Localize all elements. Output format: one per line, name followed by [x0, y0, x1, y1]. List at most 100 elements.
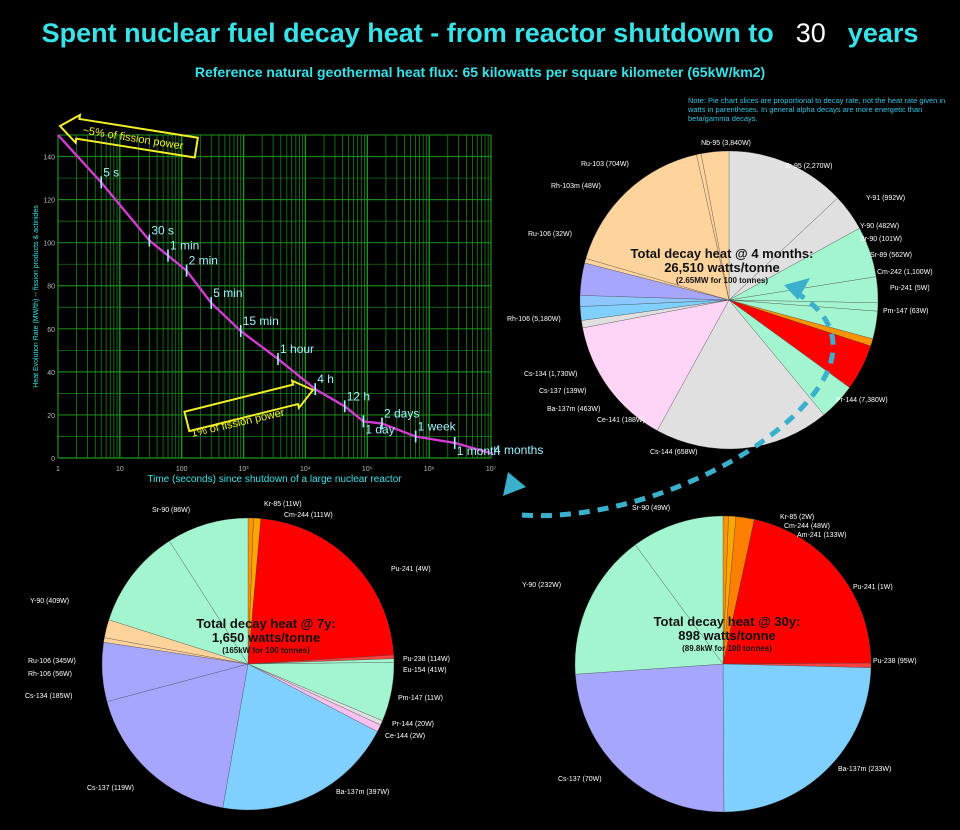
x-tick-label: 10³	[239, 466, 250, 473]
pie-slice-label: Ba-137m (397W)	[336, 789, 389, 796]
page-title: Spent nuclear fuel decay heat - from rea…	[0, 18, 960, 49]
milestone-label: 15 min	[243, 314, 279, 328]
pie-slice-label: Cs-137 (70W)	[558, 776, 602, 783]
pie-slice-label: Cs-137 (139W)	[539, 388, 586, 395]
pie-slice	[635, 515, 724, 665]
x-tick-label: 10⁷	[486, 466, 497, 473]
milestone-label: 30 s	[151, 224, 174, 238]
pie-slice	[657, 299, 825, 450]
milestone-marker: 5 s	[100, 165, 119, 189]
milestone-marker: 1 month	[453, 436, 500, 458]
pie-slice-label: Rh-106 (5,180W)	[507, 316, 561, 323]
four-months-label: 4 months	[494, 443, 543, 457]
pie-slice-label: Nb-95 (3,840W)	[701, 140, 751, 147]
pie-slice-label: Pu-241 (1W)	[853, 584, 893, 591]
pie-slice	[728, 150, 838, 301]
pie-slice	[574, 544, 724, 675]
pie-slice	[106, 663, 249, 808]
dashed-arrow-head-bottom	[503, 472, 526, 496]
one-percent-annotation-arrow	[183, 379, 315, 433]
pie-slice	[169, 517, 249, 665]
y-tick-label: 100	[43, 241, 55, 248]
title-years-value: 30	[795, 18, 826, 48]
plot-area	[57, 134, 492, 459]
pie-slice	[582, 299, 730, 431]
pie-slice-label: Pu-241 (4W)	[391, 566, 431, 573]
decay-line-chart: 0 20 40 60 80 100 120 140 1 10 100 10³ 10⁴ 10⁵ 10⁶ 10⁷ T…	[33, 134, 500, 485]
pie-slice	[585, 154, 730, 301]
pie-center-value: 1,650 watts/tonne	[212, 630, 320, 645]
annotation-arrow-outline	[58, 113, 200, 159]
pie-slice-label: Y-91 (992W)	[866, 195, 905, 202]
pie-slice-label: Eu-154 (41W)	[403, 667, 447, 674]
pie-slice	[722, 663, 872, 813]
pie-slice-label: Y-90 (482W)	[860, 223, 899, 230]
milestone-label: 5 s	[103, 165, 119, 179]
milestone-marker: 12 h	[343, 389, 370, 413]
pie-slice-label: Am-241 (133W)	[797, 532, 846, 539]
pie-slice-label: Cm-244 (48W)	[784, 523, 830, 530]
milestone-marker: 2 days	[381, 407, 419, 430]
page-subtitle: Reference natural geothermal heat flux: …	[194, 64, 766, 80]
pie-center-title: Total decay heat @ 30y:	[654, 614, 801, 629]
pie-slice-label: Zr-95 (2,270W)	[785, 163, 832, 170]
pie-slice-label: Pu-238 (114W)	[403, 656, 450, 663]
pie-slice-label: Sr-90 (101W)	[860, 236, 902, 243]
pie-slice	[700, 150, 730, 301]
pie-slice-label: Sr-90 (49W)	[632, 505, 670, 512]
pie-slice-label: Rh-103m (48W)	[551, 183, 601, 190]
pie-slice	[575, 663, 725, 813]
milestone-marker: 1 min	[167, 239, 199, 262]
pie-slice-label: Cs-137 (119W)	[87, 785, 134, 792]
pie-chart-30y: Kr-85 (2W) Cm-244 (48W) Am-241 (133W) Pu-24…	[522, 505, 917, 813]
x-tick-label: 10⁴	[300, 466, 311, 473]
x-tick-label: 100	[176, 466, 188, 473]
pie-slice-label: Pu-241 (5W)	[890, 285, 930, 292]
pie-center-title: Total decay heat @ 7y:	[196, 616, 336, 631]
milestone-label: 5 min	[213, 286, 242, 300]
x-tick-label: 10	[116, 466, 124, 473]
y-tick-label: 20	[47, 413, 55, 420]
y-tick-label: 60	[47, 327, 55, 334]
milestone-label: 2 days	[384, 407, 419, 421]
pie-slice-label: Pr-144 (20W)	[392, 721, 434, 728]
pie-slice-label: Pm-147 (63W)	[883, 308, 929, 315]
milestone-marker: 30 s	[148, 224, 174, 247]
pie-slice-label: Ba-137m (233W)	[838, 766, 891, 773]
pie-slice-label: Sr-90 (86W)	[152, 507, 190, 514]
milestone-label: 4 h	[317, 372, 334, 386]
y-tick-label: 40	[47, 370, 55, 377]
pie-slice-label: Cs-134 (1,730W)	[524, 371, 577, 378]
pie-slice-label: Ru-103 (704W)	[581, 161, 629, 168]
pie-slice-label: Y-90 (232W)	[522, 582, 561, 589]
pie-slice-label: Ce-141 (188W)	[597, 417, 645, 424]
milestone-label: 12 h	[347, 389, 370, 403]
title-main: Spent nuclear fuel decay heat - from rea…	[41, 18, 774, 48]
milestone-marker: 1 week	[414, 419, 457, 443]
pie-slice-label: Ce-144 (2W)	[385, 733, 425, 740]
pie-slice-label: Sr-89 (562W)	[870, 252, 912, 259]
pie-slice-label: Cm-244 (111W)	[284, 512, 333, 519]
pie-slice	[108, 540, 249, 665]
pie-center-note: (89.8kW for 100 tonnes)	[682, 644, 772, 653]
milestone-label: 1 day	[365, 422, 394, 436]
y-tick-label: 80	[47, 284, 55, 291]
pie-center-title: Total decay heat @ 4 months:	[631, 246, 814, 261]
title-years-unit: years	[847, 18, 919, 48]
pie-slice-label: Ru-106 (345W)	[28, 658, 76, 665]
milestone-label: 2 min	[189, 254, 218, 268]
x-tick-label: 10⁶	[424, 466, 435, 473]
pie-slice	[247, 518, 394, 665]
pie-slice-label: Pu-238 (95W)	[873, 658, 917, 665]
pie-center-note: (2.65MW for 100 tonnes)	[676, 276, 768, 285]
pie-slice-label: Ba-137m (463W)	[547, 406, 600, 413]
x-axis-label: Time (seconds) since shutdown of a large…	[147, 474, 402, 485]
pie-note: Note: Pie chart slices are proportional …	[688, 96, 946, 123]
milestone-marker: 4 h	[314, 372, 334, 396]
pie-slice-label: Cm-242 (1,100W)	[877, 269, 933, 276]
pie-slice-label: Cs-144 (658W)	[650, 449, 697, 456]
milestone-label: 1 min	[170, 239, 199, 253]
y-tick-label: 0	[51, 456, 55, 463]
x-tick-label: 1	[56, 466, 60, 473]
y-axis-label: Heat Evolution Rate (MW/th) -- fission p…	[33, 205, 40, 388]
